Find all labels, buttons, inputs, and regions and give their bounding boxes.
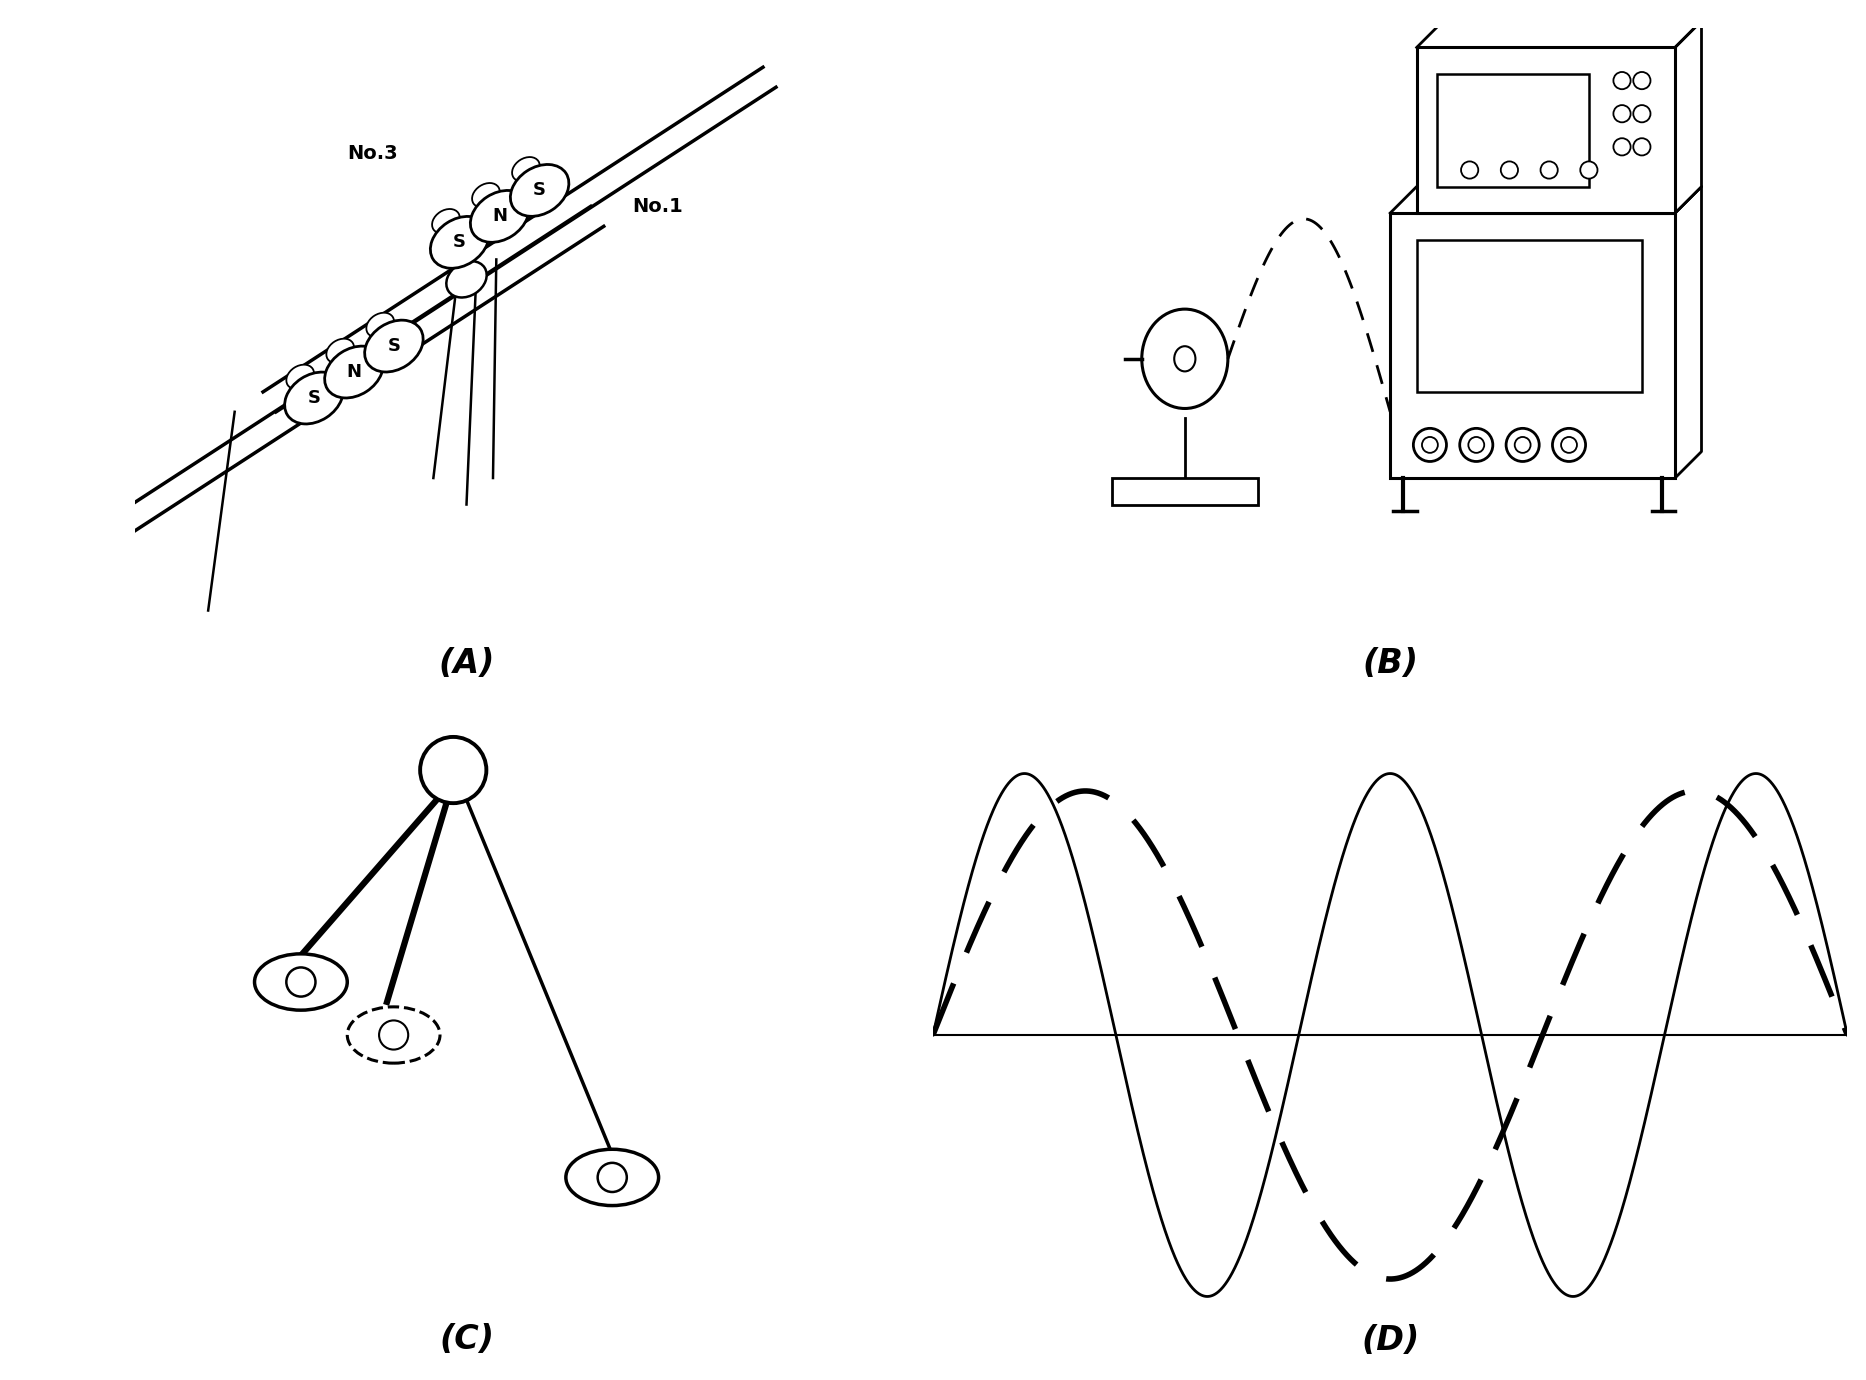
Polygon shape	[1390, 213, 1676, 477]
Ellipse shape	[366, 313, 394, 337]
Text: (D): (D)	[1360, 1323, 1420, 1357]
Circle shape	[1633, 105, 1651, 123]
Ellipse shape	[285, 364, 313, 389]
Circle shape	[1581, 161, 1597, 178]
Circle shape	[1614, 138, 1631, 156]
Polygon shape	[1416, 21, 1702, 47]
Ellipse shape	[446, 261, 487, 298]
Text: No.3: No.3	[347, 144, 397, 163]
Ellipse shape	[565, 1150, 659, 1206]
Ellipse shape	[1142, 309, 1228, 408]
Ellipse shape	[347, 1007, 440, 1063]
Ellipse shape	[325, 346, 383, 397]
Ellipse shape	[254, 954, 347, 1010]
Circle shape	[1461, 161, 1478, 178]
Text: S: S	[534, 181, 547, 199]
Circle shape	[1614, 72, 1631, 90]
Text: S: S	[453, 233, 466, 251]
Polygon shape	[1676, 21, 1702, 213]
Ellipse shape	[472, 184, 500, 207]
Text: N: N	[347, 363, 362, 381]
Circle shape	[1633, 72, 1651, 90]
Text: S: S	[308, 389, 321, 407]
Ellipse shape	[327, 338, 355, 363]
Ellipse shape	[364, 320, 424, 373]
Text: (A): (A)	[439, 647, 494, 680]
Polygon shape	[1416, 240, 1642, 392]
Text: N: N	[493, 207, 508, 225]
Ellipse shape	[511, 157, 539, 182]
Polygon shape	[1416, 47, 1676, 213]
Circle shape	[1633, 138, 1651, 156]
Circle shape	[1541, 161, 1558, 178]
Text: (B): (B)	[1362, 647, 1418, 680]
Polygon shape	[1390, 186, 1702, 213]
Ellipse shape	[433, 208, 459, 233]
Circle shape	[1500, 161, 1519, 178]
Circle shape	[420, 737, 487, 803]
Polygon shape	[1112, 477, 1258, 505]
Polygon shape	[1437, 75, 1588, 186]
Text: No.1: No.1	[633, 197, 683, 215]
Circle shape	[1614, 105, 1631, 123]
Circle shape	[1459, 428, 1493, 461]
Ellipse shape	[431, 217, 489, 268]
Circle shape	[1506, 428, 1539, 461]
Text: S: S	[388, 337, 401, 355]
Ellipse shape	[285, 373, 343, 424]
Text: (C): (C)	[439, 1323, 494, 1357]
Ellipse shape	[511, 164, 569, 217]
Ellipse shape	[470, 190, 528, 243]
Circle shape	[1553, 428, 1586, 461]
Circle shape	[1413, 428, 1446, 461]
Polygon shape	[1676, 186, 1702, 477]
